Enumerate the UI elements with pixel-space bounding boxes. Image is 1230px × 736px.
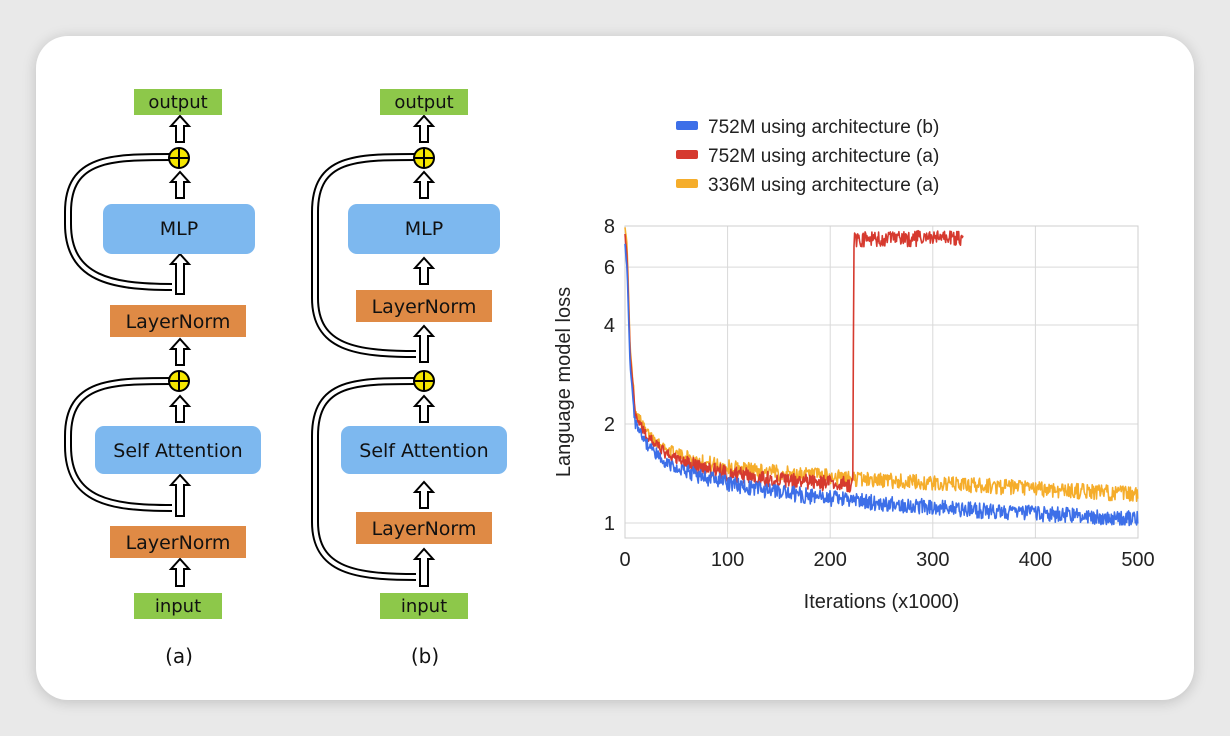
legend-entry: 336M using architecture (a): [708, 175, 939, 196]
x-tick-label: 400: [1019, 549, 1052, 571]
legend-swatch: [676, 150, 698, 159]
chart-legend: 752M using architecture (b) 752M using ar…: [676, 117, 939, 196]
output-box-a: [134, 89, 222, 115]
output-label-a: output: [148, 92, 207, 113]
caption-b: (b): [411, 644, 439, 668]
series-line: [624, 243, 1139, 527]
output-box-b: [380, 89, 468, 115]
y-tick-label: 6: [604, 257, 615, 279]
x-tick-label: 500: [1121, 549, 1154, 571]
residual-arrow-mlp-b: [311, 153, 417, 358]
figure-canvas: output MLP LayerNorm Self Attention Laye…: [64, 89, 1155, 668]
mlp-box-a: [103, 204, 255, 254]
series-line: [624, 229, 964, 493]
layernorm-bottom-label-a: LayerNorm: [126, 532, 231, 554]
caption-a: (a): [165, 644, 193, 668]
input-box-b: [380, 593, 468, 619]
mlp-box-b: [348, 204, 500, 254]
series-line: [624, 227, 1139, 502]
mlp-label-a: MLP: [160, 218, 198, 240]
flow-arrows-b: [412, 114, 436, 587]
x-tick-label: 100: [711, 549, 744, 571]
mlp-label-b: MLP: [405, 218, 443, 240]
residual-arrow-attention-b: [311, 377, 417, 581]
add-node-mlp-b: [413, 147, 435, 169]
y-tick-label: 8: [604, 216, 615, 238]
figure-card: output MLP LayerNorm Self Attention Laye…: [36, 36, 1194, 700]
layernorm-bottom-box-b: [356, 512, 492, 544]
legend-entry: 752M using architecture (a): [708, 146, 939, 167]
input-label-a: input: [155, 596, 201, 617]
layernorm-bottom-box-a: [110, 526, 246, 558]
y-axis-label: Language model loss: [553, 287, 575, 477]
layernorm-top-label-b: LayerNorm: [372, 296, 477, 318]
add-node-attention-b: [413, 370, 435, 392]
y-tick-label: 4: [604, 315, 615, 337]
legend-entry: 752M using architecture (b): [708, 117, 939, 138]
add-node-attention-a: [168, 370, 190, 392]
y-tick-label: 2: [604, 414, 615, 436]
loss-chart: 0 100 200 300 400 500 1 2 4 6 8 Iterations (x1000…: [553, 117, 1155, 613]
x-axis-label: Iterations (x1000): [804, 591, 960, 613]
x-axis-ticks: 0 100 200 300 400 500: [619, 549, 1154, 571]
plot-frame: [624, 225, 1139, 539]
output-label-b: output: [394, 92, 453, 113]
layernorm-bottom-label-b: LayerNorm: [372, 518, 477, 540]
flow-arrows-a: [168, 114, 192, 587]
diagram-b: output MLP LayerNorm Self Attention Laye…: [311, 89, 507, 668]
self-attention-label-a: Self Attention: [113, 440, 242, 462]
layernorm-top-box-a: [110, 305, 246, 337]
self-attention-box-a: [95, 426, 261, 474]
y-axis-ticks: 1 2 4 6 8: [604, 216, 615, 535]
y-tick-label: 1: [604, 513, 615, 535]
input-label-b: input: [401, 596, 447, 617]
layernorm-top-box-b: [356, 290, 492, 322]
diagram-a: output MLP LayerNorm Self Attention Laye…: [64, 89, 261, 668]
legend-swatch: [676, 121, 698, 130]
input-box-a: [134, 593, 222, 619]
add-node-mlp-a: [168, 147, 190, 169]
self-attention-box-b: [341, 426, 507, 474]
x-tick-label: 0: [619, 549, 630, 571]
legend-swatch: [676, 179, 698, 188]
layernorm-top-label-a: LayerNorm: [126, 311, 231, 333]
x-tick-label: 300: [916, 549, 949, 571]
self-attention-label-b: Self Attention: [359, 440, 488, 462]
x-tick-label: 200: [814, 549, 847, 571]
series-layer: [624, 227, 1139, 527]
